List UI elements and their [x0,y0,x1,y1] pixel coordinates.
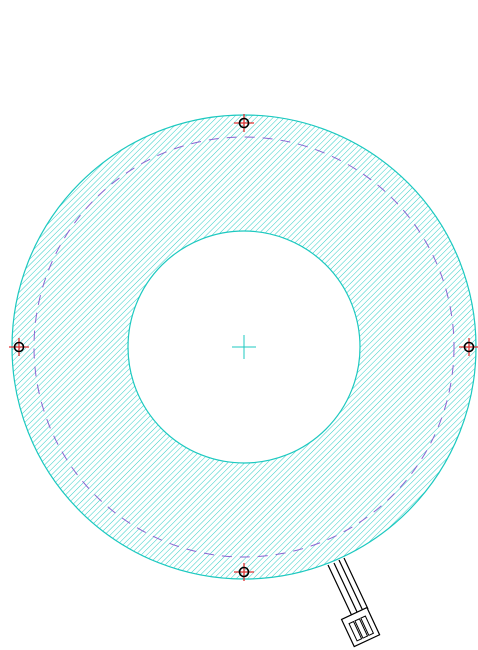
mount-hole-right [459,338,478,356]
bolt-circle [33,136,455,558]
center-crosshair [232,335,256,359]
mount-hole-ring [238,117,250,129]
mount-hole-left [9,338,29,356]
mount-hole-top [234,114,254,132]
mount-hole-ring [13,341,25,353]
mount-hole-ring [238,566,250,578]
mount-hole-ring [463,341,475,353]
mount-hole-bottom [234,563,254,581]
ring-inner-edge [127,230,361,464]
